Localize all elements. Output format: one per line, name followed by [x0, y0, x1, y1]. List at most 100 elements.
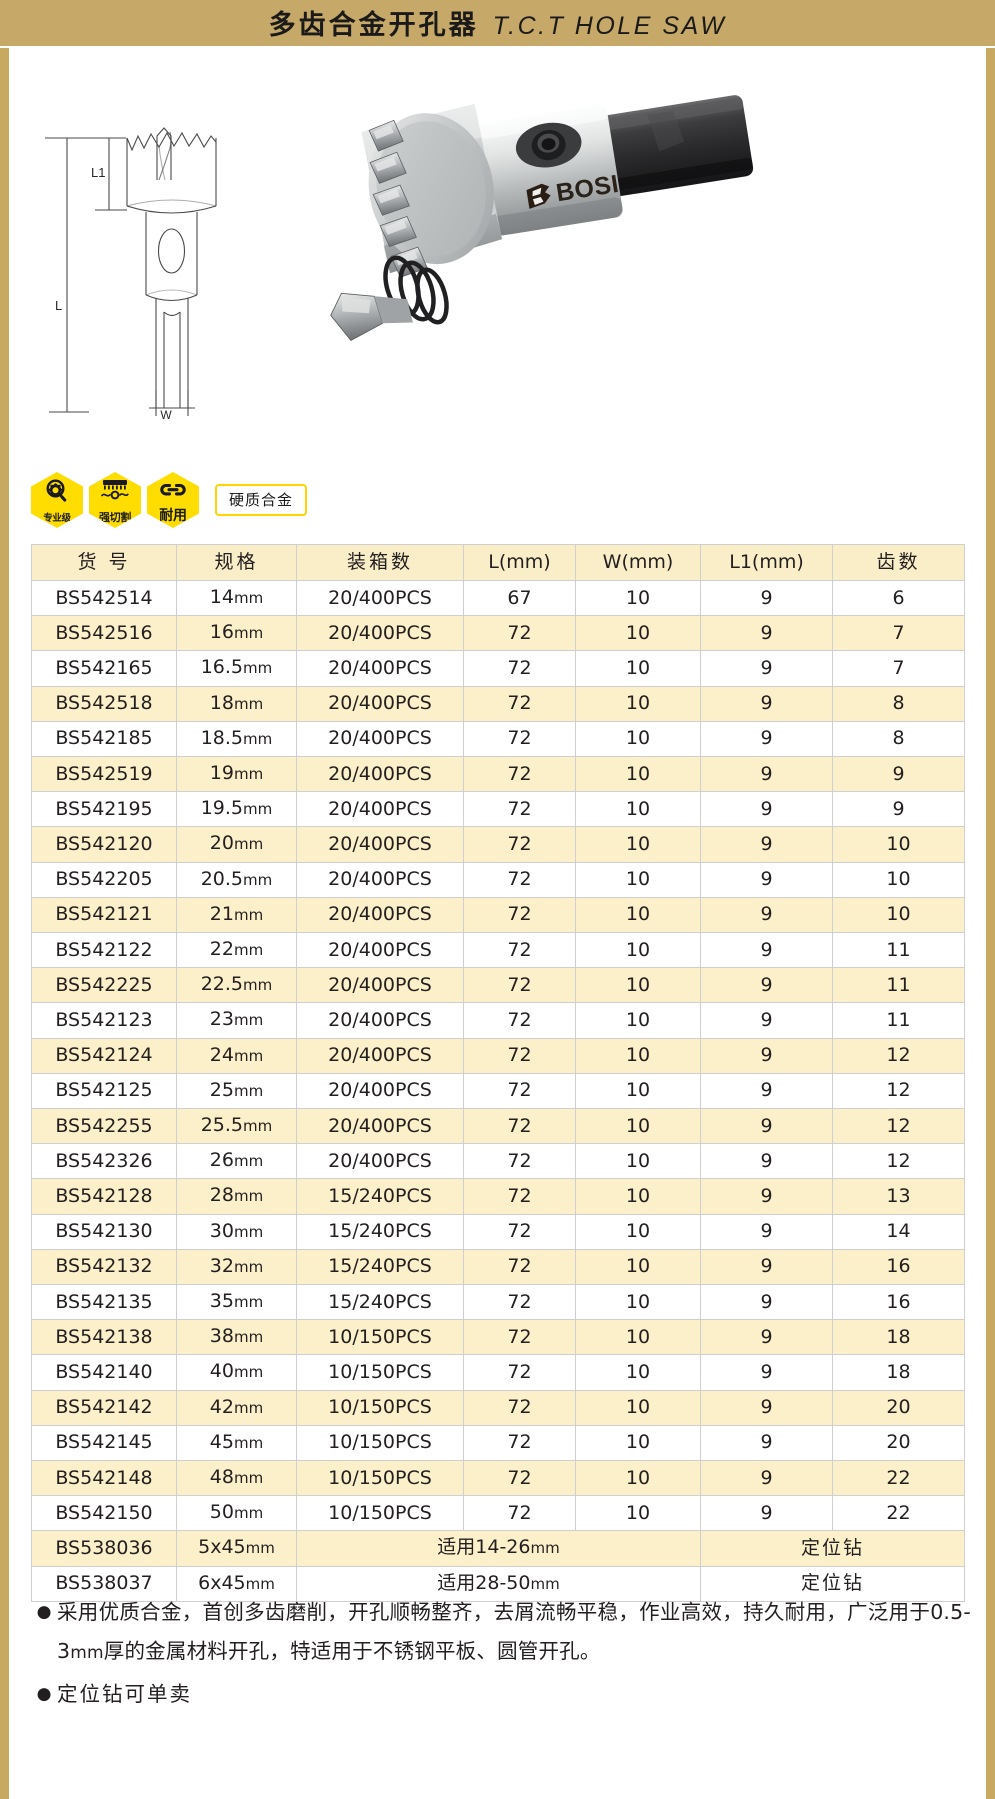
- cell-length: 72: [463, 1178, 576, 1215]
- cell-teeth: 11: [832, 932, 965, 969]
- cell-pack: 20/400PCS: [296, 756, 464, 793]
- table-row: BS542148 48mm 10/150PCS 72 10 9 22: [31, 1460, 965, 1497]
- cell-teeth: 22: [832, 1460, 965, 1497]
- col-header-cut-depth: L1(mm): [700, 544, 833, 581]
- cell-teeth: 8: [832, 685, 965, 722]
- cell-code: BS542519: [31, 756, 177, 793]
- cell-width: 10: [575, 1143, 701, 1180]
- cell-cut-depth: 9: [700, 1002, 833, 1039]
- cell-applicable-range: 适用28-50mm: [296, 1565, 701, 1602]
- cell-width: 10: [575, 1389, 701, 1426]
- cell-width: 10: [575, 896, 701, 934]
- table-head: 货 号 规格 装箱数 L(mm) W(mm) L1(mm) 齿数: [31, 544, 965, 581]
- table-row: BS542135 35mm 15/240PCS 72 10 9 16: [31, 1284, 965, 1321]
- cell-teeth: 18: [832, 1354, 965, 1391]
- cell-pack: 20/400PCS: [296, 720, 464, 758]
- cell-pack: 20/400PCS: [296, 1072, 464, 1110]
- cell-width: 10: [575, 756, 701, 793]
- cell-pack: 10/150PCS: [296, 1319, 464, 1356]
- cell-pack: 20/400PCS: [296, 932, 464, 969]
- cell-cut-depth: 9: [700, 756, 833, 793]
- cell-width: 10: [575, 1424, 701, 1462]
- cell-length: 72: [463, 1213, 576, 1250]
- table-row: BS542130 30mm 15/240PCS 72 10 9 14: [31, 1213, 965, 1250]
- table-row: BS542519 19mm 20/400PCS 72 10 9 9: [31, 756, 965, 793]
- cell-length: 72: [463, 1037, 576, 1074]
- cell-pack: 10/150PCS: [296, 1460, 464, 1497]
- cell-size: 25mm: [176, 1072, 297, 1110]
- cell-code: BS542142: [31, 1389, 177, 1426]
- table-row: BS542138 38mm 10/150PCS 72 10 9 18: [31, 1319, 965, 1356]
- cell-length: 72: [463, 791, 576, 828]
- cell-length: 72: [463, 1319, 576, 1356]
- cell-cut-depth: 9: [700, 1037, 833, 1074]
- cell-pilot-type: 定位钻: [700, 1565, 965, 1602]
- cell-size: 22mm: [176, 932, 297, 969]
- cell-cut-depth: 9: [700, 1424, 833, 1462]
- cell-width: 10: [575, 615, 701, 652]
- product-notes: ● 采用优质合金，首创多齿磨削，开孔顺畅整齐，去屑流畅平稳，作业高效，持久耐用，…: [31, 1593, 971, 1716]
- cell-cut-depth: 9: [700, 826, 833, 863]
- cell-teeth: 16: [832, 1284, 965, 1321]
- cell-size: 6x45mm: [176, 1565, 297, 1602]
- cell-teeth: 10: [832, 826, 965, 863]
- cell-cut-depth: 9: [700, 967, 833, 1004]
- cell-code: BS542148: [31, 1460, 177, 1497]
- cell-code: BS542326: [31, 1143, 177, 1180]
- table-body: BS542514 14mm 20/400PCS 67 10 9 6 BS542516 16mm 2…: [31, 579, 965, 1602]
- cell-length: 72: [463, 1424, 576, 1462]
- cell-size: 28mm: [176, 1178, 297, 1215]
- cell-size: 14mm: [176, 579, 297, 617]
- cell-pack: 20/400PCS: [296, 1037, 464, 1074]
- cell-size: 20.5mm: [176, 861, 297, 898]
- cell-size: 24mm: [176, 1037, 297, 1074]
- cell-code: BS542514: [31, 579, 177, 617]
- badge-professional-label: 专业级: [43, 512, 71, 524]
- cell-cut-depth: 9: [700, 1143, 833, 1180]
- cell-length: 72: [463, 932, 576, 969]
- col-header-size: 规格: [176, 544, 297, 581]
- note-text: 采用优质合金，首创多齿磨削，开孔顺畅整齐，去屑流畅平稳，作业高效，持久耐用，广泛…: [57, 1593, 971, 1673]
- table-row: BS542326 26mm 20/400PCS 72 10 9 12: [31, 1143, 965, 1180]
- cell-length: 72: [463, 720, 576, 758]
- cell-teeth: 18: [832, 1319, 965, 1356]
- cell-teeth: 7: [832, 650, 965, 687]
- cell-teeth: 10: [832, 896, 965, 934]
- table-row: BS542122 22mm 20/400PCS 72 10 9 11: [31, 932, 965, 969]
- cell-code: BS542122: [31, 932, 177, 969]
- table-row: BS542150 50mm 10/150PCS 72 10 9 22: [31, 1495, 965, 1532]
- cell-size: 19.5mm: [176, 791, 297, 828]
- cell-cut-depth: 9: [700, 791, 833, 828]
- cell-size: 26mm: [176, 1143, 297, 1180]
- cell-cut-depth: 9: [700, 896, 833, 934]
- saw-teeth-icon: [89, 478, 141, 502]
- cell-pack: 10/150PCS: [296, 1495, 464, 1532]
- cell-pack: 15/240PCS: [296, 1248, 464, 1286]
- cell-cut-depth: 9: [700, 1213, 833, 1250]
- cell-code: BS542195: [31, 791, 177, 828]
- cell-teeth: 13: [832, 1178, 965, 1215]
- badge-durable-label: 耐用: [159, 508, 187, 524]
- cell-teeth: 11: [832, 1002, 965, 1039]
- table-row-pilot: BS538037 6x45mm 适用28-50mm 定位钻: [31, 1565, 965, 1602]
- dim-label-l1: L1: [91, 165, 105, 180]
- header-title-group: 多齿合金开孔器 T.C.T HOLE SAW: [269, 3, 727, 42]
- cell-pack: 20/400PCS: [296, 685, 464, 722]
- cell-size: 48mm: [176, 1460, 297, 1497]
- note-item: ● 采用优质合金，首创多齿磨削，开孔顺畅整齐，去屑流畅平稳，作业高效，持久耐用，…: [31, 1593, 971, 1673]
- cell-teeth: 20: [832, 1424, 965, 1462]
- table-row: BS542145 45mm 10/150PCS 72 10 9 20: [31, 1424, 965, 1462]
- cell-width: 10: [575, 1495, 701, 1532]
- cell-length: 72: [463, 967, 576, 1004]
- cell-width: 10: [575, 791, 701, 828]
- cell-length: 72: [463, 1495, 576, 1532]
- cell-length: 72: [463, 685, 576, 722]
- cell-cut-depth: 9: [700, 1389, 833, 1426]
- table-header-row: 货 号 规格 装箱数 L(mm) W(mm) L1(mm) 齿数: [31, 544, 965, 581]
- cell-size: 35mm: [176, 1284, 297, 1321]
- cell-size: 21mm: [176, 896, 297, 934]
- cell-size: 30mm: [176, 1213, 297, 1250]
- cell-code: BS542516: [31, 615, 177, 652]
- table-row-pilot: BS538036 5x45mm 适用14-26mm 定位钻: [31, 1530, 965, 1567]
